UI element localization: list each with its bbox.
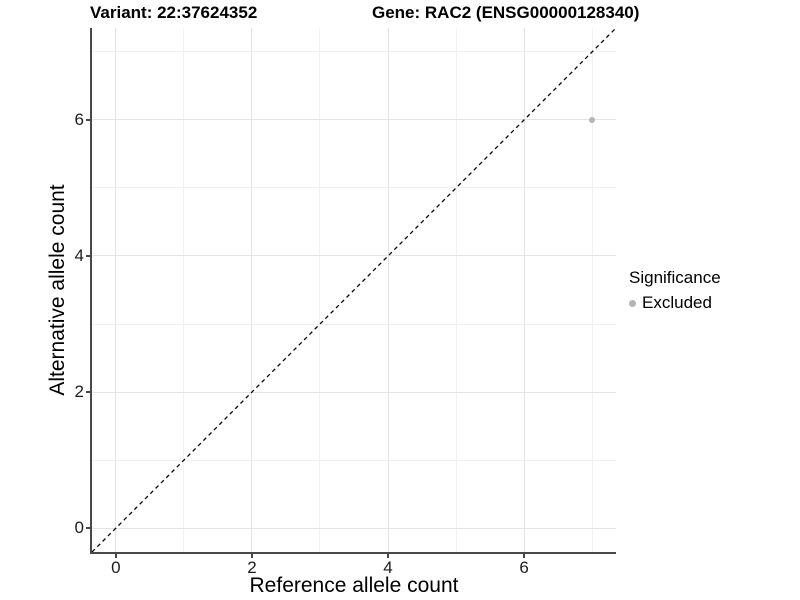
legend-entry: Excluded — [629, 293, 721, 313]
gridline-minor-horizontal — [92, 187, 616, 189]
gridline-major-vertical — [387, 28, 389, 552]
x-tick-label: 0 — [111, 558, 121, 577]
plot-title-gene: Gene: RAC2 (ENSG00000128340) — [372, 3, 640, 22]
gridline-major-vertical — [523, 28, 525, 552]
legend-entry-label: Excluded — [642, 293, 712, 312]
x-tick-label: 2 — [247, 558, 257, 577]
gridline-major-horizontal — [92, 255, 616, 257]
legend-title: Significance — [629, 268, 721, 287]
gridline-minor-horizontal — [92, 323, 616, 325]
gridline-minor-vertical — [319, 28, 321, 552]
gridline-major-horizontal — [92, 391, 616, 393]
x-tick-mark — [114, 554, 117, 558]
gridline-major-horizontal — [92, 527, 616, 529]
y-tick-mark — [86, 527, 90, 530]
x-tick-mark — [523, 554, 526, 558]
y-tick-mark — [86, 118, 90, 121]
gridline-minor-horizontal — [92, 459, 616, 461]
x-tick-label: 6 — [519, 558, 529, 577]
plot-panel — [90, 28, 616, 554]
gridline-major-vertical — [115, 28, 117, 552]
y-tick-label: 6 — [74, 109, 84, 129]
gridline-major-vertical — [251, 28, 253, 552]
x-tick-mark — [250, 554, 253, 558]
plot-title-variant: Variant: 22:37624352 — [90, 3, 258, 22]
data-point — [589, 116, 596, 123]
gridline-major-horizontal — [92, 119, 616, 121]
x-tick-label: 4 — [383, 558, 393, 577]
gridline-minor-horizontal — [92, 51, 616, 53]
legend: Significance Excluded — [629, 268, 721, 313]
gridline-minor-vertical — [591, 28, 593, 552]
y-tick-label: 2 — [74, 382, 84, 402]
y-tick-label: 4 — [74, 245, 84, 265]
gridline-minor-vertical — [455, 28, 457, 552]
identity-line-layer — [92, 28, 616, 552]
y-tick-mark — [86, 391, 90, 394]
x-tick-mark — [387, 554, 390, 558]
y-tick-mark — [86, 254, 90, 257]
y-axis-title: Alternative allele count — [46, 184, 69, 396]
y-tick-label: 0 — [74, 518, 84, 538]
legend-key-dot-icon — [629, 299, 636, 307]
x-axis-title: Reference allele count — [249, 574, 459, 597]
grid-layer — [92, 28, 616, 552]
legend-entries: Excluded — [629, 293, 721, 313]
gridline-minor-vertical — [183, 28, 185, 552]
identity-line — [92, 28, 616, 552]
